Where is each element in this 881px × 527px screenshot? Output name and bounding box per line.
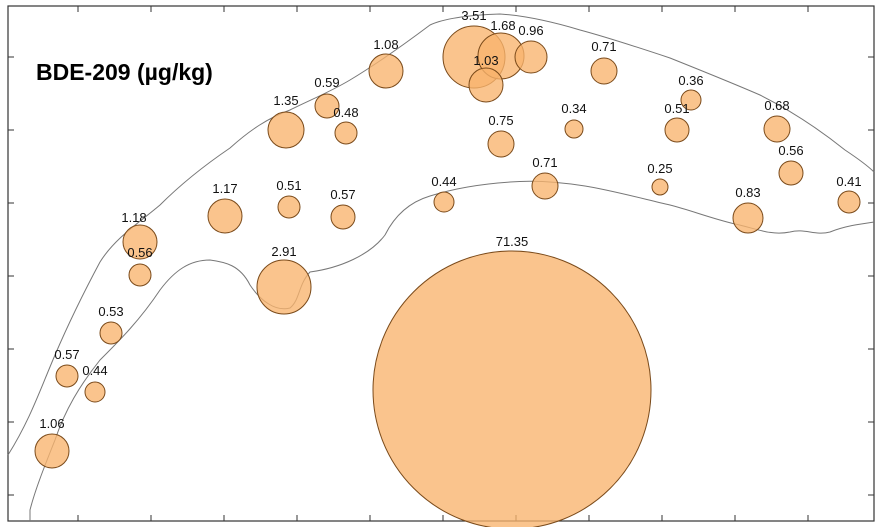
station-label-s26: 2.91: [271, 244, 296, 259]
station-label-s20: 0.71: [532, 155, 557, 170]
station-bubble-s30: [84, 381, 106, 403]
station-bubble-s07: [314, 93, 340, 119]
station-label-s01: 3.51: [461, 8, 486, 23]
station-bubble-s17: [277, 195, 301, 219]
station-bubble-s29: [55, 364, 79, 388]
station-label-s02: 1.68: [490, 18, 515, 33]
station-label-s21: 0.25: [647, 161, 672, 176]
station-label-s06: 0.71: [591, 39, 616, 54]
station-label-s11: 0.75: [488, 113, 513, 128]
station-label-s12: 0.34: [561, 101, 586, 116]
station-label-s16: 1.17: [212, 181, 237, 196]
station-bubble-s09: [334, 121, 358, 145]
map-title: BDE-209 (µg/kg): [36, 59, 213, 85]
station-bubble-s04: [514, 40, 548, 74]
station-bubble-s26: [256, 259, 312, 315]
station-label-s30: 0.44: [82, 363, 107, 378]
station-bubble-s03: [468, 67, 504, 103]
station-bubble-s31: [34, 433, 70, 469]
station-bubble-s19: [433, 191, 455, 213]
station-label-s27: 71.35: [496, 234, 529, 249]
station-label-s25: 0.56: [127, 245, 152, 260]
station-bubble-s15: [778, 160, 804, 186]
station-bubble-s13: [664, 117, 690, 143]
station-bubble-s11: [487, 130, 515, 158]
station-label-s09: 0.48: [333, 105, 358, 120]
station-label-s15: 0.56: [778, 143, 803, 158]
station-bubble-s18: [330, 204, 356, 230]
station-bubble-s06: [590, 57, 618, 85]
station-bubble-s08: [680, 89, 702, 111]
station-bubble-s10: [267, 111, 305, 149]
station-label-s18: 0.57: [330, 187, 355, 202]
station-bubble-s16: [207, 198, 243, 234]
station-bubbles: [34, 25, 861, 527]
station-label-s24: 1.18: [121, 210, 146, 225]
station-label-s29: 0.57: [54, 347, 79, 362]
station-bubble-s05: [368, 53, 404, 89]
station-label-s08: 0.36: [678, 73, 703, 88]
station-bubble-s20: [531, 172, 559, 200]
station-label-s23: 0.41: [836, 174, 861, 189]
station-label-s17: 0.51: [276, 178, 301, 193]
station-label-s03: 1.03: [473, 53, 498, 68]
station-bubble-s12: [564, 119, 584, 139]
station-label-s10: 1.35: [273, 93, 298, 108]
station-label-s05: 1.08: [373, 37, 398, 52]
station-bubble-s24: [122, 224, 158, 260]
station-label-s13: 0.51: [664, 101, 689, 116]
station-label-s19: 0.44: [431, 174, 456, 189]
station-label-s22: 0.83: [735, 185, 760, 200]
station-bubble-s28: [99, 321, 123, 345]
station-bubble-s25: [128, 263, 152, 287]
map-frame: [7, 5, 875, 522]
station-labels: 3.51 1.68 1.03 0.96 1.08 0.71 0.59 0.36 0.48 1.35…: [39, 8, 861, 431]
station-label-s07: 0.59: [314, 75, 339, 90]
station-bubble-s14: [763, 115, 791, 143]
axis-ticks: [8, 6, 874, 521]
station-bubble-s27: [372, 250, 652, 527]
station-bubble-s21: [651, 178, 669, 196]
station-label-s31: 1.06: [39, 416, 64, 431]
station-label-s04: 0.96: [518, 23, 543, 38]
station-bubble-s22: [732, 202, 764, 234]
station-bubble-s23: [837, 190, 861, 214]
station-label-s14: 0.68: [764, 98, 789, 113]
station-label-s28: 0.53: [98, 304, 123, 319]
